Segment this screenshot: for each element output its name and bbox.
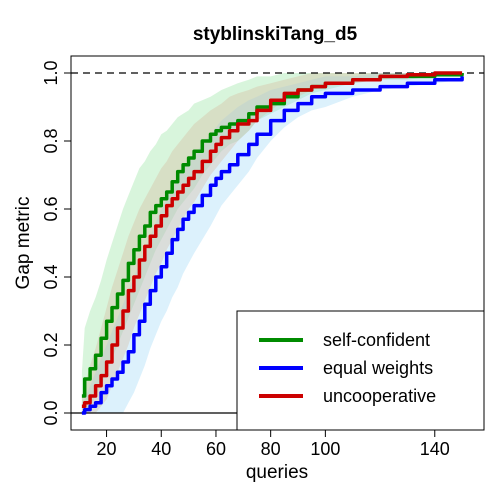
series-line-uncooperative [81, 71, 463, 408]
legend-label-uncooperative: uncooperative [323, 386, 436, 406]
x-tick-label: 60 [206, 439, 226, 459]
legend: self-confident equal weights uncooperative [236, 310, 485, 431]
legend-label-equal-weights: equal weights [323, 358, 433, 378]
x-tick-label: 40 [151, 439, 171, 459]
legend-label-self-confident: self-confident [323, 330, 430, 350]
x-axis-label: queries [246, 462, 308, 483]
x-axis: 20 40 60 80 100 140 [97, 429, 450, 459]
legend-box [236, 310, 485, 431]
y-tick-label: 0.4 [41, 264, 61, 289]
chart-title: styblinskiTang_d5 [193, 24, 358, 45]
x-tick-label: 80 [261, 439, 281, 459]
band-self-confident [81, 73, 463, 413]
y-tick-label: 0.6 [41, 196, 61, 221]
series-lines [81, 71, 464, 415]
x-tick-label: 140 [420, 439, 450, 459]
y-tick-label: 0.8 [41, 128, 61, 153]
y-tick-label: 0.2 [41, 332, 61, 357]
x-tick-label: 100 [310, 439, 340, 459]
series-line-equal-weights [81, 76, 464, 415]
band-uncooperative [81, 73, 463, 413]
y-axis: 0.0 0.2 0.4 0.6 0.8 1.0 [41, 60, 72, 426]
band-equal-weights [81, 73, 463, 413]
confidence-bands [81, 73, 463, 413]
y-tick-label: 1.0 [41, 60, 61, 85]
y-tick-label: 0.0 [41, 400, 61, 425]
y-axis-label: Gap metric [13, 197, 34, 290]
x-tick-label: 20 [97, 439, 117, 459]
